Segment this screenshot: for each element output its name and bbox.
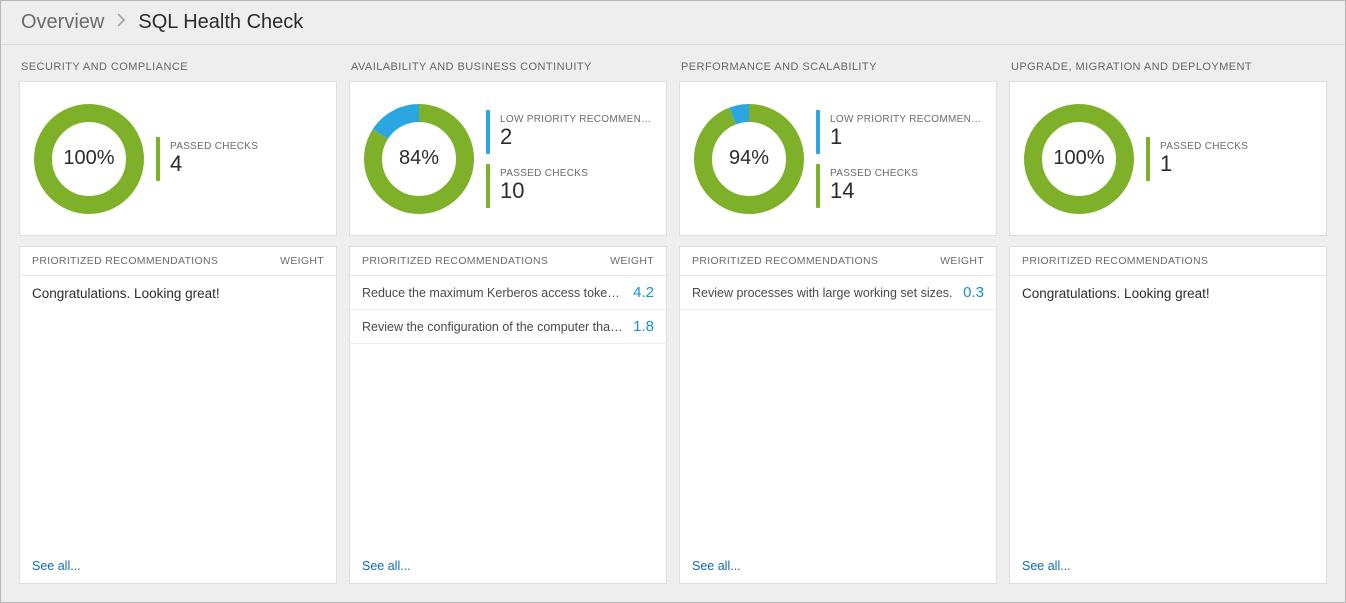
donut-chart: 100% — [34, 104, 144, 214]
summary-card[interactable]: 100% PASSED CHECKS 4 — [19, 81, 337, 236]
recommendations-card: PRIORITIZED RECOMMENDATIONS WEIGHT Congrat… — [19, 246, 337, 584]
metric-value: 1 — [1160, 152, 1248, 175]
metric: PASSED CHECKS 4 — [156, 137, 258, 181]
recommendations-header-label: PRIORITIZED RECOMMENDATIONS — [32, 255, 218, 267]
metric-value: 10 — [500, 179, 588, 202]
metrics: PASSED CHECKS 4 — [156, 137, 258, 181]
panel-performance: PERFORMANCE AND SCALABILITY 94% LOW PRIO… — [679, 59, 997, 584]
metric-text: PASSED CHECKS 1 — [1160, 141, 1248, 175]
chevron-right-icon — [116, 13, 126, 32]
metric-text: PASSED CHECKS 4 — [170, 141, 258, 175]
metric-label: PASSED CHECKS — [1160, 141, 1248, 152]
recommendations-body: Congratulations. Looking great! — [20, 276, 336, 549]
weight-header-label: WEIGHT — [940, 255, 984, 267]
see-all-link[interactable]: See all... — [350, 549, 666, 583]
recommendations-header: PRIORITIZED RECOMMENDATIONS WEIGHT — [350, 247, 666, 276]
summary-card[interactable]: 84% LOW PRIORITY RECOMMENDATIO... 2 PASS… — [349, 81, 667, 236]
recommendations-body: Reduce the maximum Kerberos access token… — [350, 276, 666, 549]
metric-value: 1 — [830, 125, 982, 148]
see-all-link[interactable]: See all... — [1010, 549, 1326, 583]
congrats-message: Congratulations. Looking great! — [20, 276, 336, 311]
recommendation-weight: 0.3 — [963, 284, 984, 301]
weight-header-label: WEIGHT — [610, 255, 654, 267]
recommendation-label: Review the configuration of the computer… — [362, 320, 623, 334]
panel-upgrade: UPGRADE, MIGRATION AND DEPLOYMENT 100% P… — [1009, 59, 1327, 584]
recommendations-header: PRIORITIZED RECOMMENDATIONS — [1010, 247, 1326, 276]
donut-center-value: 84% — [364, 104, 474, 214]
summary-card[interactable]: 94% LOW PRIORITY RECOMMENDATIO... 1 PASS… — [679, 81, 997, 236]
metric-value: 14 — [830, 179, 918, 202]
recommendations-card: PRIORITIZED RECOMMENDATIONS Congratulatio… — [1009, 246, 1327, 584]
donut-chart: 84% — [364, 104, 474, 214]
metrics: LOW PRIORITY RECOMMENDATIO... 1 PASSED C… — [816, 110, 982, 208]
congrats-message: Congratulations. Looking great! — [1010, 276, 1326, 311]
panel-title: UPGRADE, MIGRATION AND DEPLOYMENT — [1009, 59, 1327, 81]
see-all-link[interactable]: See all... — [20, 549, 336, 583]
recommendation-row[interactable]: Review processes with large working set … — [680, 276, 996, 310]
metric-bar — [1146, 137, 1150, 181]
recommendation-label: Reduce the maximum Kerberos access token… — [362, 286, 623, 300]
metric-text: PASSED CHECKS 14 — [830, 168, 918, 202]
metric-bar — [486, 110, 490, 154]
recommendations-header-label: PRIORITIZED RECOMMENDATIONS — [1022, 255, 1208, 267]
metric-value: 2 — [500, 125, 652, 148]
see-all-link[interactable]: See all... — [680, 549, 996, 583]
metric-text: LOW PRIORITY RECOMMENDATIO... 1 — [830, 114, 982, 148]
recommendations-body: Review processes with large working set … — [680, 276, 996, 549]
donut-center-value: 100% — [1024, 104, 1134, 214]
recommendation-row[interactable]: Review the configuration of the computer… — [350, 310, 666, 344]
recommendation-row[interactable]: Reduce the maximum Kerberos access token… — [350, 276, 666, 310]
panel-availability: AVAILABILITY AND BUSINESS CONTINUITY 84%… — [349, 59, 667, 584]
breadcrumb: Overview SQL Health Check — [1, 1, 1345, 45]
weight-header-label: WEIGHT — [280, 255, 324, 267]
metric: LOW PRIORITY RECOMMENDATIO... 1 — [816, 110, 982, 154]
panel-title: PERFORMANCE AND SCALABILITY — [679, 59, 997, 81]
page: Overview SQL Health Check SECURITY AND C… — [0, 0, 1346, 603]
metric-bar — [156, 137, 160, 181]
metric-label: LOW PRIORITY RECOMMENDATIO... — [830, 114, 982, 125]
breadcrumb-current: SQL Health Check — [138, 11, 303, 34]
recommendation-label: Review processes with large working set … — [692, 286, 953, 300]
metric-label: LOW PRIORITY RECOMMENDATIO... — [500, 114, 652, 125]
recommendations-header-label: PRIORITIZED RECOMMENDATIONS — [362, 255, 548, 267]
metric-value: 4 — [170, 152, 258, 175]
metrics: PASSED CHECKS 1 — [1146, 137, 1248, 181]
recommendations-header: PRIORITIZED RECOMMENDATIONS WEIGHT — [20, 247, 336, 276]
metric-bar — [816, 110, 820, 154]
metric: PASSED CHECKS 14 — [816, 164, 982, 208]
recommendation-weight: 1.8 — [633, 318, 654, 335]
metric-bar — [486, 164, 490, 208]
metric-label: PASSED CHECKS — [170, 141, 258, 152]
metrics: LOW PRIORITY RECOMMENDATIO... 2 PASSED C… — [486, 110, 652, 208]
donut-center-value: 100% — [34, 104, 144, 214]
metric-text: LOW PRIORITY RECOMMENDATIO... 2 — [500, 114, 652, 148]
donut-center-value: 94% — [694, 104, 804, 214]
panel-title: AVAILABILITY AND BUSINESS CONTINUITY — [349, 59, 667, 81]
donut-chart: 100% — [1024, 104, 1134, 214]
breadcrumb-root[interactable]: Overview — [21, 11, 104, 34]
recommendations-header: PRIORITIZED RECOMMENDATIONS WEIGHT — [680, 247, 996, 276]
recommendation-weight: 4.2 — [633, 284, 654, 301]
metric: PASSED CHECKS 1 — [1146, 137, 1248, 181]
panel-security: SECURITY AND COMPLIANCE 100% PASSED CHEC… — [19, 59, 337, 584]
metric: PASSED CHECKS 10 — [486, 164, 652, 208]
metric-bar — [816, 164, 820, 208]
summary-card[interactable]: 100% PASSED CHECKS 1 — [1009, 81, 1327, 236]
metric-text: PASSED CHECKS 10 — [500, 168, 588, 202]
metric: LOW PRIORITY RECOMMENDATIO... 2 — [486, 110, 652, 154]
donut-chart: 94% — [694, 104, 804, 214]
recommendations-body: Congratulations. Looking great! — [1010, 276, 1326, 549]
panel-title: SECURITY AND COMPLIANCE — [19, 59, 337, 81]
recommendations-card: PRIORITIZED RECOMMENDATIONS WEIGHT Review… — [679, 246, 997, 584]
panels-container: SECURITY AND COMPLIANCE 100% PASSED CHEC… — [1, 45, 1345, 602]
recommendations-card: PRIORITIZED RECOMMENDATIONS WEIGHT Reduce… — [349, 246, 667, 584]
recommendations-header-label: PRIORITIZED RECOMMENDATIONS — [692, 255, 878, 267]
